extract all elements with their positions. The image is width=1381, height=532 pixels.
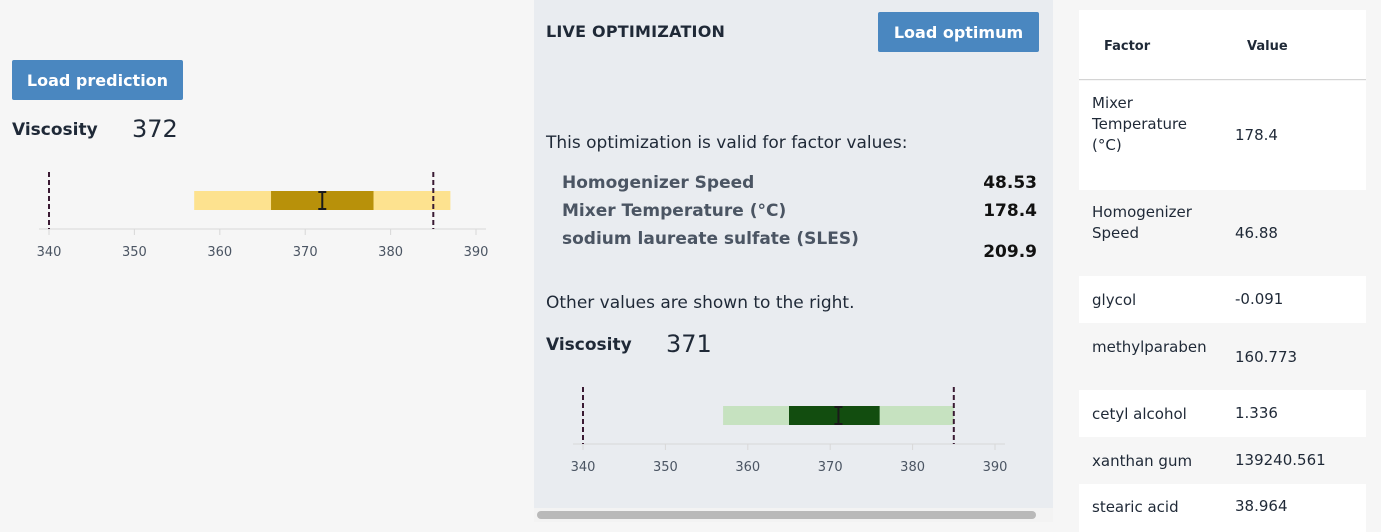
table-cell-value: 160.773 [1235,348,1298,366]
axis-tick-label: 370 [818,460,843,475]
table-cell-factor: cetyl alcohol [1092,405,1187,423]
axis-tick-label: 360 [207,245,232,260]
axis-tick-label: 340 [571,460,596,475]
table-row: stearic acid 38.964 [1079,484,1366,532]
optimization-interval-chart: 340 350 360 370 380 390 [571,387,1008,475]
factor-name-homogenizer-speed: Homogenizer Speed [562,173,755,193]
table-cell-factor: Mixer Temperature (°C) [1092,94,1188,154]
value-column-header: Value [1247,39,1288,54]
table-cell-factor: stearic acid [1092,498,1179,516]
factor-value-sles: 209.9 [983,242,1037,262]
table-row: Homogenizer Speed 46.88 [1079,190,1366,276]
table-row: xanthan gum 139240.561 [1079,437,1366,484]
optimum-viscosity-label: Viscosity [546,335,632,355]
axis-tick-label: 380 [378,245,403,260]
table-row: methylparaben 160.773 [1079,323,1366,390]
axis-tick-label: 390 [464,245,489,260]
viscosity-value: 372 [132,115,178,143]
axis-tick-label: 370 [293,245,318,260]
table-row: cetyl alcohol 1.336 [1079,390,1366,437]
factor-name-mixer-temperature: Mixer Temperature (°C) [562,201,787,221]
axis-tick-label: 350 [653,460,678,475]
table-cell-value: 139240.561 [1235,451,1326,469]
table-header-row: Factor Value [1079,10,1366,80]
factor-value-homogenizer-speed: 48.53 [983,173,1037,193]
optimization-note-text: Other values are shown to the right. [546,293,855,313]
prediction-interval-chart: 340 350 360 370 380 390 [37,172,489,260]
optimization-intro-text: This optimization is valid for factor va… [546,133,908,153]
table-cell-factor: Homogenizer Speed [1092,203,1192,242]
prediction-panel: Load prediction Viscosity 372 340 350 360 3… [0,0,534,532]
optimum-viscosity-value: 371 [666,330,712,358]
axis-tick-label: 360 [735,460,760,475]
table-cell-factor: xanthan gum [1092,452,1193,470]
table-cell-value: 1.336 [1235,404,1278,422]
axis-tick-label: 380 [900,460,925,475]
inner-interval-bar [789,406,880,425]
horizontal-scrollbar-thumb[interactable] [537,511,1036,519]
live-optimization-panel: LIVE OPTIMIZATION Load optimum This opti… [534,0,1053,508]
table-row: Mixer Temperature (°C) 178.4 [1079,81,1366,190]
factor-column-header: Factor [1104,39,1151,54]
axis-tick-label: 340 [37,245,62,260]
table-cell-value: 38.964 [1235,497,1288,515]
table-cell-value: 46.88 [1235,224,1278,242]
table-cell-value: -0.091 [1235,290,1284,308]
table-cell-value: 178.4 [1235,126,1278,144]
factor-name-sles: sodium laureate sulfate (SLES) [562,229,859,249]
viscosity-label: Viscosity [12,120,98,140]
table-cell-factor: methylparaben [1092,338,1207,356]
factor-value-mixer-temperature: 178.4 [983,201,1037,221]
load-optimum-button[interactable]: Load optimum [878,12,1039,52]
table-row: glycol -0.091 [1079,276,1366,323]
optimization-heading: LIVE OPTIMIZATION [546,22,726,41]
axis-tick-label: 390 [983,460,1008,475]
axis-tick-label: 350 [122,245,147,260]
table-cell-factor: glycol [1092,291,1137,309]
load-prediction-button[interactable]: Load prediction [12,60,183,100]
